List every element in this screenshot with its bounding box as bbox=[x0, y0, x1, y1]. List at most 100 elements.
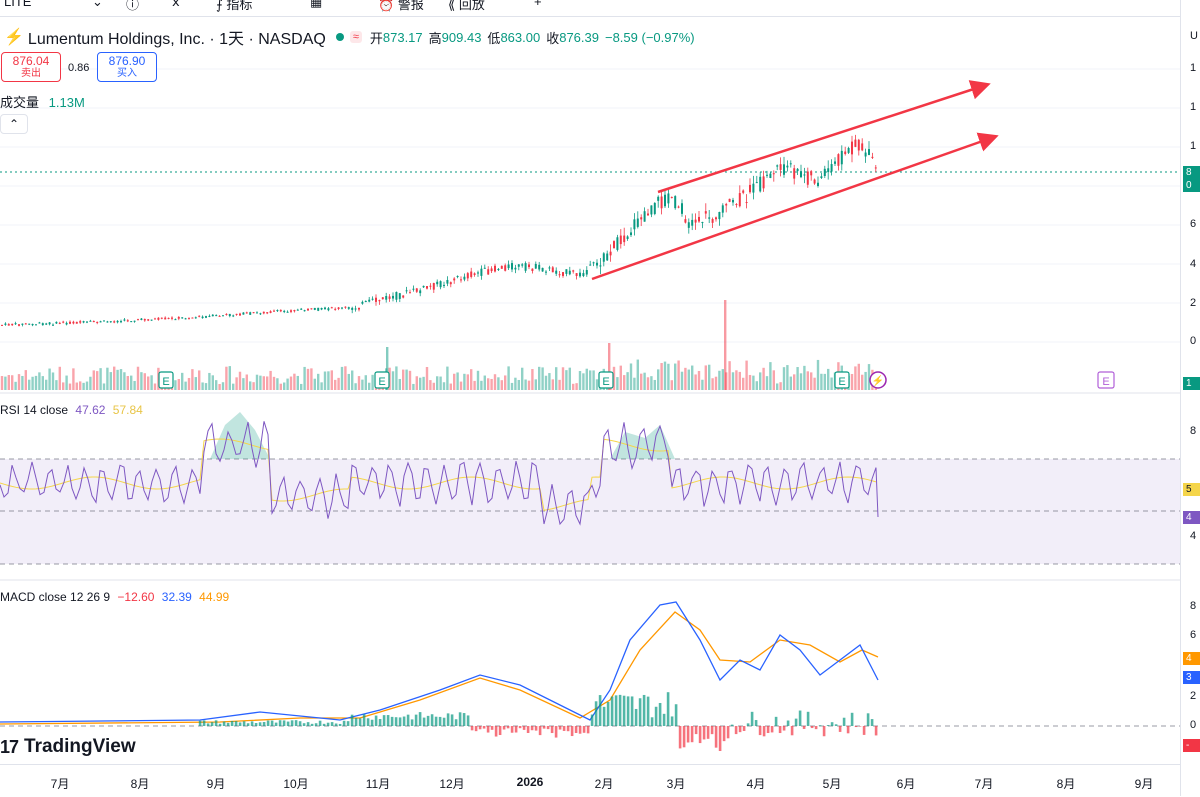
collapse-icon[interactable]: ⌃ bbox=[0, 114, 28, 134]
macd-histogram-bar bbox=[454, 719, 458, 726]
time-tick: 4月 bbox=[746, 777, 766, 791]
volume-bar bbox=[34, 375, 38, 390]
candle-body bbox=[626, 236, 629, 239]
volume-bar bbox=[228, 366, 231, 390]
candle-body bbox=[269, 311, 272, 313]
macd-histogram-bar bbox=[626, 696, 630, 726]
volume-bar bbox=[439, 376, 442, 390]
close-label: 收 bbox=[546, 30, 560, 46]
buy-button[interactable]: 876.90 买入 bbox=[97, 52, 157, 82]
price-tick: 4 bbox=[1190, 258, 1197, 270]
volume-bar bbox=[113, 366, 116, 390]
macd-histogram-bar bbox=[390, 716, 394, 726]
compare-icon[interactable]: ⅹ bbox=[172, 0, 180, 9]
spread-value: 0.86 bbox=[68, 62, 90, 74]
candle-body bbox=[449, 282, 452, 285]
macd-histogram-bar bbox=[330, 722, 334, 726]
volume-bar bbox=[735, 370, 738, 390]
high-label: 高 bbox=[428, 30, 442, 46]
volume-bar bbox=[143, 373, 146, 390]
volume-bar bbox=[85, 381, 89, 390]
volume-bar bbox=[640, 373, 643, 390]
replay-label: 回放 bbox=[458, 0, 485, 12]
rsi-tick: 8 bbox=[1190, 425, 1197, 437]
symbol-title[interactable]: Lumentum Holdings, Inc. · 1天 · NASDAQ bbox=[27, 31, 326, 48]
volume-bar bbox=[327, 371, 330, 390]
macd-histogram-bar bbox=[314, 723, 318, 726]
rsi-label: RSI 14 close bbox=[0, 403, 69, 417]
volume-bar bbox=[473, 380, 476, 390]
candle-body bbox=[14, 323, 17, 325]
tradingview-logo[interactable]: 17 TradingView bbox=[0, 736, 136, 758]
candle-body bbox=[483, 267, 486, 269]
macd-histogram-bar bbox=[502, 726, 506, 730]
macd-histogram-bar bbox=[642, 694, 646, 726]
add-button[interactable]: + bbox=[534, 0, 542, 9]
candle-body bbox=[446, 279, 449, 284]
alert-label: 警报 bbox=[397, 0, 424, 12]
macd-histogram-bar bbox=[638, 698, 642, 726]
macd-histogram-bar bbox=[850, 712, 854, 726]
volume-bar bbox=[330, 370, 333, 390]
volume-bar bbox=[28, 379, 31, 390]
candle-body bbox=[443, 284, 445, 286]
open-label: 开 bbox=[369, 30, 383, 46]
earnings-icon-letter: E bbox=[378, 376, 385, 388]
macd-histogram-bar bbox=[410, 719, 414, 726]
sell-button[interactable]: 876.04 卖出 bbox=[1, 52, 61, 82]
volume-bar bbox=[589, 370, 592, 390]
macd-histogram-bar bbox=[250, 721, 254, 726]
time-tick: 7月 bbox=[50, 777, 70, 791]
layout-button[interactable]: ▦ bbox=[310, 0, 323, 9]
candle-body bbox=[371, 298, 374, 300]
volume-bar bbox=[323, 371, 327, 390]
candle-body bbox=[783, 164, 785, 175]
volume-bar bbox=[592, 370, 595, 390]
time-axis[interactable]: 7月 8月 9月 10月 11月 12月 2026 2月 3月 4月 5月 6月… bbox=[0, 764, 1180, 797]
candle-body bbox=[460, 279, 462, 281]
candle-body bbox=[636, 218, 639, 227]
candle-body bbox=[300, 308, 303, 310]
volume-bar bbox=[687, 369, 690, 390]
symbol-search-button[interactable]: LITE bbox=[4, 0, 32, 9]
volume-spike bbox=[608, 343, 611, 390]
alert-button[interactable]: ⏰ 警报 bbox=[378, 0, 424, 13]
volume-bar bbox=[300, 383, 303, 390]
info-icon[interactable]: ⓘ bbox=[126, 0, 140, 12]
symbol-dropdown-icon[interactable]: ⌄ bbox=[92, 0, 103, 9]
candle-body bbox=[62, 321, 65, 323]
candle-body bbox=[249, 312, 252, 315]
price-axis[interactable] bbox=[1180, 0, 1200, 796]
candle-body bbox=[854, 139, 857, 147]
candle-body bbox=[565, 269, 568, 274]
macd-histogram-bar bbox=[210, 722, 214, 726]
volume-bar bbox=[425, 366, 429, 390]
countdown-badge: 0 bbox=[1183, 179, 1200, 192]
volume-bar bbox=[742, 377, 745, 390]
candle-body bbox=[266, 312, 269, 314]
candle-body bbox=[861, 143, 864, 151]
macd-histogram-bar bbox=[846, 726, 850, 734]
rsi-ma-badge: 5 bbox=[1183, 483, 1200, 496]
macd-histogram-bar bbox=[834, 724, 838, 726]
volume-bar bbox=[249, 381, 252, 390]
macd-histogram-bar bbox=[386, 715, 390, 726]
candle-body bbox=[429, 285, 432, 287]
macd-histogram-bar bbox=[706, 726, 710, 739]
macd-histogram-bar bbox=[318, 720, 322, 726]
indicators-button[interactable]: ⨍ 指标 bbox=[216, 0, 252, 13]
volume-bar bbox=[544, 375, 548, 390]
volume-bar bbox=[371, 374, 374, 390]
volume-bar bbox=[867, 364, 871, 390]
macd-histogram-bar bbox=[398, 717, 402, 726]
macd-histogram-bar bbox=[342, 720, 346, 726]
volume-bar bbox=[850, 373, 854, 390]
candle-body bbox=[405, 290, 408, 292]
volume-bar bbox=[799, 373, 803, 390]
candle-body bbox=[82, 321, 85, 323]
candle-body bbox=[381, 297, 384, 300]
volume-bar bbox=[572, 383, 575, 390]
candle-body bbox=[466, 273, 469, 279]
replay-button[interactable]: ⟪ 回放 bbox=[448, 0, 485, 13]
